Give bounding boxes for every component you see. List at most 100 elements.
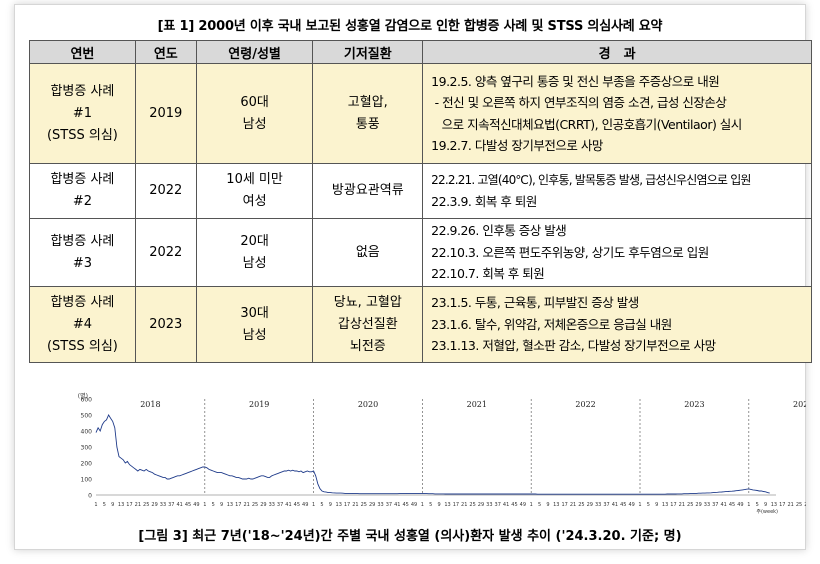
- year-label: 2023: [684, 400, 704, 409]
- table-row: 합병증 사례 #3 2022 20대 남성 없음 22.9.26. 인후통 증상…: [29, 218, 812, 287]
- series-line: [95, 414, 770, 495]
- figure-caption: [그림 3] 최근 7년('18~'24년)간 주별 국내 성홍열 (의사)환자…: [138, 529, 682, 544]
- x-tick-label: 13: [336, 502, 342, 508]
- x-tick-label: 13: [444, 502, 450, 508]
- case-cell: 합병증 사례 #3: [29, 218, 136, 287]
- course-cell: 22.9.26. 인후통 증상 발생 22.10.3. 오른쪽 편도주위농양, …: [422, 218, 812, 287]
- x-tick-label: 13: [553, 502, 559, 508]
- x-tick-label: 45: [294, 502, 300, 508]
- x-tick-label: 17: [453, 502, 459, 508]
- x-tick-label: 33: [595, 502, 601, 508]
- x-tick-label: 9: [438, 502, 441, 508]
- x-tick-label: 13: [227, 502, 233, 508]
- weekly-cases-chart: 0 100 200 300 400 500 600 (명) 2018 1 5 9 13 17 21 25 29 3…: [76, 391, 819, 527]
- table-row: 합병증 사례 #4 (STSS 의심) 2023 30대 남성 당뇨, 고혈압 …: [29, 286, 812, 363]
- x-tick-label: 1: [203, 502, 206, 508]
- disease-cell: 고혈압, 통풍: [312, 63, 424, 164]
- x-tick-label: 5: [538, 502, 541, 508]
- x-tick-label: 41: [721, 502, 727, 508]
- x-tick-label: 37: [603, 502, 609, 508]
- year-label: 2018: [140, 400, 160, 409]
- x-tick-label: 41: [394, 502, 400, 508]
- x-tick-label: 21: [243, 502, 249, 508]
- header-age-sex: 연령/성별: [195, 40, 314, 64]
- x-tick-label: 29: [260, 502, 266, 508]
- x-tick-label: 9: [329, 502, 332, 508]
- age-sex-cell: 30대 남성: [195, 286, 314, 363]
- x-tick-label: 41: [177, 502, 183, 508]
- x-axis-label: 주(week): [756, 509, 778, 515]
- x-tick-label: 49: [193, 502, 199, 508]
- x-tick-label: 5: [320, 502, 323, 508]
- case-cell: 합병증 사례 #4 (STSS 의심): [29, 286, 136, 363]
- course-cell: 23.1.5. 두통, 근육통, 피부발진 증상 발생 23.1.6. 탈수, …: [422, 286, 812, 363]
- x-tick-label: 1: [421, 502, 424, 508]
- age-sex-cell: 20대 남성: [195, 218, 314, 287]
- document-frame: [표 1] 2000년 이후 국내 보고된 성홍열 감염으로 인한 합병증 사례…: [14, 4, 819, 550]
- year-label: 2024: [793, 400, 806, 409]
- year-label: 2021: [467, 400, 487, 409]
- disease-cell: 방광요관역류: [312, 163, 424, 219]
- y-tick-label: 300: [81, 445, 93, 452]
- year-cell: 2023: [134, 286, 197, 363]
- x-tick-label: 17: [235, 502, 241, 508]
- y-tick-label: 200: [81, 461, 93, 468]
- cases-table: 연번 연도 연령/성별 기저질환 경 과 합병증 사례 #1 (STSS 의심)…: [29, 40, 812, 363]
- x-tick-label: 25: [469, 502, 475, 508]
- x-tick-label: 21: [352, 502, 358, 508]
- x-tick-label: 37: [168, 502, 174, 508]
- x-tick-label: 37: [712, 502, 718, 508]
- x-tick-label: 45: [402, 502, 408, 508]
- x-tick-label: 1: [530, 502, 533, 508]
- x-tick-label: 49: [737, 502, 743, 508]
- x-tick-label: 49: [520, 502, 526, 508]
- x-tick-label: 9: [546, 502, 549, 508]
- x-tick-label: 9: [655, 502, 658, 508]
- table-row: 합병증 사례 #2 2022 10세 미만 여성 방광요관역류 22.2.21.…: [29, 163, 812, 219]
- x-tick-label: 29: [151, 502, 157, 508]
- year-label: 2022: [575, 400, 595, 409]
- x-tick-label: 49: [628, 502, 634, 508]
- x-tick-label: 25: [252, 502, 258, 508]
- x-tick-label: 41: [285, 502, 291, 508]
- x-tick-label: 1: [638, 502, 641, 508]
- age-sex-cell: 60대 남성: [195, 63, 314, 164]
- year-cell: 2019: [134, 63, 197, 164]
- x-tick-label: 21: [461, 502, 467, 508]
- y-tick-label: 0: [88, 493, 92, 500]
- x-tick-label: 29: [695, 502, 701, 508]
- x-tick-label: 9: [220, 502, 223, 508]
- y-tick-label: 400: [81, 429, 93, 436]
- age-sex-cell: 10세 미만 여성: [195, 163, 314, 219]
- y-axis-label: (명): [78, 392, 88, 400]
- header-year: 연도: [134, 40, 197, 64]
- x-tick-label: 1: [312, 502, 315, 508]
- x-tick-label: 21: [679, 502, 685, 508]
- x-tick-label: 13: [118, 502, 124, 508]
- x-tick-label: 29: [587, 502, 593, 508]
- x-tick-label: 37: [386, 502, 392, 508]
- table-title: [표 1] 2000년 이후 국내 보고된 성홍열 감염으로 인한 합병증 사례…: [157, 19, 663, 34]
- x-tick-label: 5: [756, 502, 759, 508]
- x-tick-label: 45: [511, 502, 517, 508]
- x-tick-label: 1: [94, 502, 97, 508]
- x-tick-label: 33: [486, 502, 492, 508]
- x-tick-label: 13: [662, 502, 668, 508]
- year-cell: 2022: [134, 218, 197, 287]
- header-disease: 기저질환: [312, 40, 424, 64]
- disease-cell: 없음: [312, 218, 424, 287]
- x-tick-label: 25: [143, 502, 149, 508]
- x-tick-label: 17: [561, 502, 567, 508]
- x-tick-label: 33: [704, 502, 710, 508]
- y-tick-label: 600: [81, 397, 93, 404]
- header-case: 연번: [29, 40, 136, 64]
- x-tick-label: 21: [787, 502, 793, 508]
- case-cell: 합병증 사례 #2: [29, 163, 136, 219]
- x-tick-label: 5: [647, 502, 650, 508]
- table-row: 합병증 사례 #1 (STSS 의심) 2019 60대 남성 고혈압, 통풍 …: [29, 63, 812, 164]
- x-tick-label: 17: [344, 502, 350, 508]
- x-tick-label: 33: [160, 502, 166, 508]
- x-tick-label: 21: [135, 502, 141, 508]
- x-tick-label: 21: [570, 502, 576, 508]
